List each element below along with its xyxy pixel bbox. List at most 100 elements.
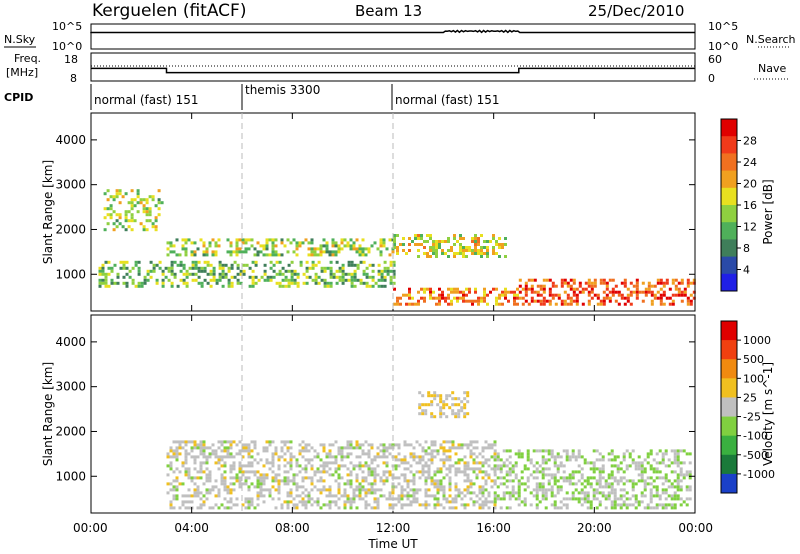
echo-cell (427, 488, 431, 492)
echo-cell (613, 479, 617, 483)
echo-cell (535, 449, 539, 453)
colorbar-tick-label: 28 (743, 135, 757, 148)
echo-cell (184, 247, 188, 251)
echo-cell (478, 503, 482, 507)
echo-cell (275, 281, 279, 285)
echo-cell (122, 263, 126, 267)
echo-cell (112, 210, 116, 214)
echo-cell (517, 503, 521, 507)
echo-cell (301, 241, 305, 245)
echo-cell (253, 458, 257, 462)
colorbar-band (721, 454, 737, 475)
echo-cell (607, 473, 611, 477)
echo-cell (686, 302, 690, 306)
echo-cell (235, 473, 239, 477)
echo-cell (587, 281, 591, 285)
echo-cell (142, 198, 146, 202)
echo-cell (433, 443, 437, 447)
colorbar-band (721, 340, 737, 360)
echo-cell (208, 241, 212, 245)
echo-cell (526, 485, 530, 489)
echo-cell (229, 467, 233, 471)
echo-cell (244, 238, 248, 242)
echo-cell (260, 275, 264, 279)
echo-cell (370, 470, 374, 474)
echo-cell (424, 488, 428, 492)
echo-cell (623, 296, 627, 300)
echo-cell (635, 290, 639, 294)
echo-cell (427, 394, 431, 398)
echo-cell (542, 278, 546, 282)
echo-cell (472, 500, 476, 504)
echo-cell (504, 287, 507, 291)
echo-cell (486, 302, 489, 306)
echo-cell (109, 213, 113, 217)
echo-cell (640, 467, 644, 471)
echo-cell (424, 403, 428, 407)
echo-cell (562, 479, 566, 483)
echo-cell (417, 234, 420, 237)
echo-cell (347, 278, 351, 282)
echo-cell (353, 284, 357, 288)
echo-cell (181, 244, 185, 248)
echo-cell (640, 473, 644, 477)
colorbar-band (721, 435, 737, 456)
echo-cell (286, 500, 290, 504)
echo-cell (256, 470, 260, 474)
echo-cell (580, 491, 584, 495)
echo-cell (322, 470, 326, 474)
echo-cell (130, 216, 134, 220)
echo-cell (554, 302, 558, 306)
echo-cell (397, 458, 401, 462)
echo-cell (562, 503, 566, 507)
echo-cell (541, 476, 545, 480)
echo-cell (524, 284, 528, 288)
echo-cell (170, 266, 174, 270)
colorbar-tick-label: 4 (743, 264, 750, 277)
echo-cell (677, 293, 681, 297)
echo-cell (661, 455, 665, 459)
echo-cell (254, 260, 258, 264)
echo-cell (322, 244, 326, 248)
echo-cell (463, 412, 467, 416)
echo-cell (112, 228, 116, 232)
echo-cell (592, 497, 596, 501)
echo-cell (247, 464, 251, 468)
echo-cell (553, 476, 557, 480)
y-tick-label: 3000 (55, 178, 86, 192)
echo-cell (602, 281, 606, 285)
echo-cell (427, 467, 431, 471)
echo-cell (424, 476, 428, 480)
echo-cell (235, 253, 239, 257)
echo-cell (454, 415, 458, 419)
echo-cell (592, 449, 596, 453)
echo-cell (307, 461, 311, 465)
echo-cell (290, 281, 294, 285)
echo-cell (242, 272, 246, 276)
echo-cell (268, 440, 272, 444)
echo-cell (493, 482, 497, 486)
echo-cell (187, 506, 191, 510)
echo-cell (382, 452, 386, 456)
echo-cell (328, 494, 332, 498)
echo-cell (495, 299, 498, 303)
echo-cell (334, 458, 338, 462)
echo-cell (504, 243, 507, 246)
echo-cell (169, 241, 173, 245)
echo-cell (346, 446, 350, 450)
echo-cell (456, 240, 459, 243)
echo-cell (538, 500, 542, 504)
echo-cell (421, 449, 425, 453)
echo-cell (616, 497, 620, 501)
echo-cell (414, 243, 417, 246)
echo-cell (592, 470, 596, 474)
echo-cell (673, 455, 677, 459)
echo-cell (532, 476, 536, 480)
echo-cell (604, 506, 608, 510)
echo-cell (677, 281, 681, 285)
echo-cell (453, 243, 456, 246)
echo-cell (247, 497, 251, 501)
echo-cell (457, 397, 461, 401)
echo-cell (682, 449, 686, 453)
